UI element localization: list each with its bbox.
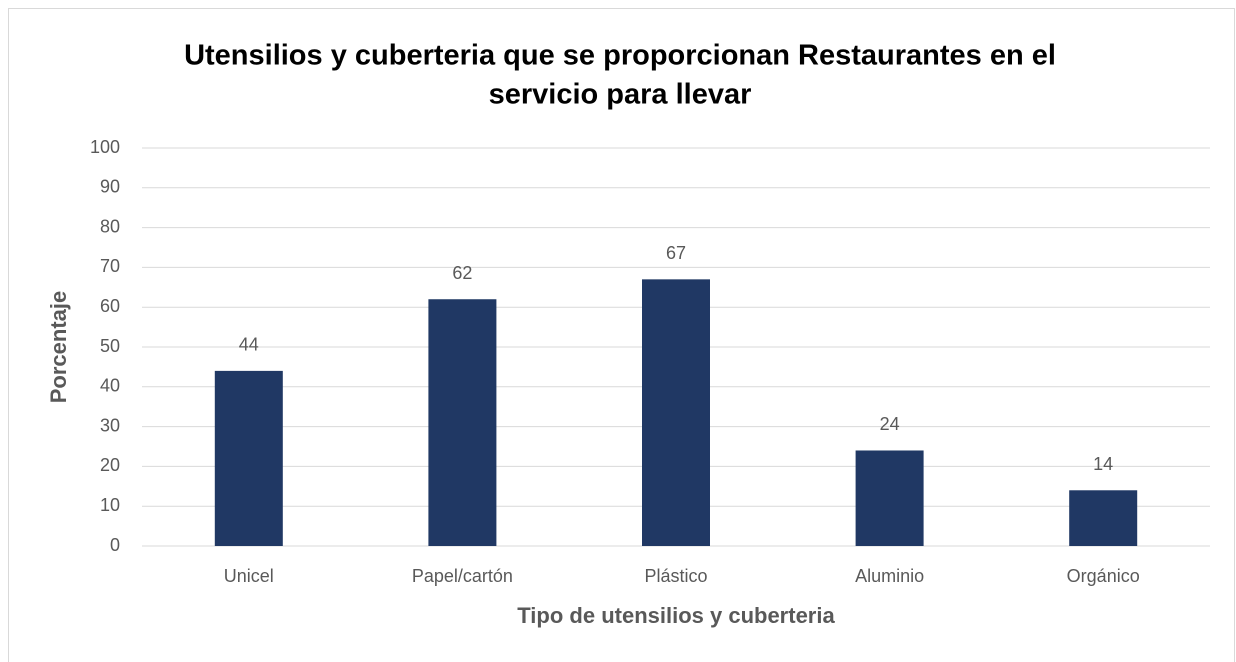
y-tick-label: 80	[100, 216, 120, 236]
x-tick-label: Plástico	[644, 566, 707, 586]
bar	[855, 450, 924, 546]
y-tick-label: 20	[100, 455, 120, 475]
y-axis-label: Porcentaje	[46, 291, 71, 404]
y-tick-label: 90	[100, 177, 120, 197]
chart-title: Utensilios y cuberteria que se proporcio…	[184, 40, 1056, 72]
y-tick-label: 40	[100, 376, 120, 396]
data-label: 44	[239, 335, 259, 355]
y-tick-label: 60	[100, 296, 120, 316]
x-tick-label: Aluminio	[855, 566, 924, 586]
bar	[428, 299, 497, 546]
bar	[214, 370, 283, 546]
x-tick-label: Papel/cartón	[412, 566, 513, 586]
bar	[1069, 490, 1138, 546]
y-tick-label: 70	[100, 256, 120, 276]
data-label: 14	[1093, 454, 1113, 474]
y-tick-label: 30	[100, 415, 120, 435]
y-tick-label: 100	[90, 137, 120, 157]
chart-border	[8, 8, 1235, 662]
x-axis-label: Tipo de utensilios y cuberteria	[517, 603, 835, 628]
data-label: 67	[666, 243, 686, 263]
data-label: 62	[452, 263, 472, 283]
y-tick-label: 10	[100, 495, 120, 515]
y-tick-label: 50	[100, 336, 120, 356]
data-label: 24	[880, 414, 900, 434]
x-tick-label: Unicel	[224, 566, 274, 586]
x-tick-label: Orgánico	[1067, 566, 1140, 586]
y-tick-label: 0	[110, 535, 120, 555]
bar	[642, 279, 710, 546]
chart-title: servicio para llevar	[489, 79, 752, 111]
